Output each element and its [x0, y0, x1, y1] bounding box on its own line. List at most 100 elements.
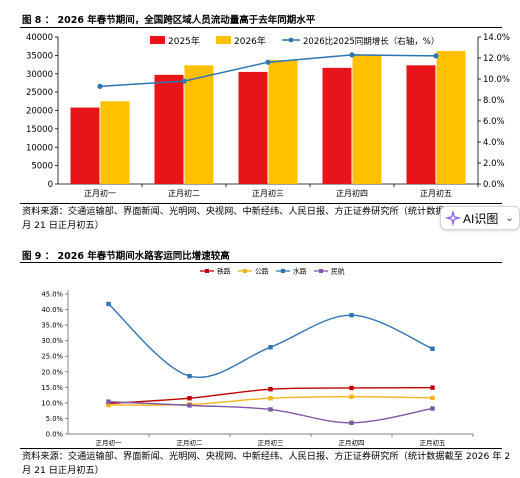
figure1-title: 图 8 ： 2026 年春节期间，全国跨区域人员流动量高于去年同期水平 [22, 15, 316, 26]
point-水路 [349, 312, 354, 318]
point-民航 [349, 420, 354, 425]
ai-button-label: AI识图 [463, 211, 499, 226]
point-民航 [187, 403, 192, 408]
growth-point [265, 59, 271, 65]
point-水路 [430, 346, 435, 351]
legend-swatch-marker [281, 269, 285, 273]
point-公路 [268, 396, 273, 401]
point-铁路 [349, 385, 354, 391]
point-水路 [106, 301, 111, 307]
legend-label: 公路 [255, 267, 269, 276]
figure1-title-rule [20, 27, 502, 28]
point-民航 [430, 406, 435, 411]
growth-point [181, 78, 187, 84]
chart-mode-yoy-growth: 0.0% 5.0% 10.0% 15.0% 20.0% 25.0% 30.0% 35.0% 40… [41, 267, 474, 447]
growth-point [97, 83, 103, 89]
y2-tick-label: 10.0% [483, 75, 510, 85]
bar-2025年 [70, 107, 100, 184]
legend-swatch-marker [205, 269, 209, 273]
ai-sparkle-icon [444, 209, 462, 227]
bar-2026年 [436, 50, 466, 185]
y-tick-label: 5000 [31, 162, 53, 172]
y2-tick-label: 6.0% [483, 117, 505, 127]
x-tick-label: 正月初三 [252, 188, 284, 198]
bar-2025年 [238, 71, 268, 184]
bar-2025年 [322, 67, 352, 184]
bar-2026年 [352, 54, 382, 184]
y-tick-label: 25000 [26, 88, 53, 98]
y-tick-label: 5.0% [46, 415, 64, 423]
bar-2026年 [100, 101, 130, 184]
y-tick-label: 0 [48, 180, 53, 190]
x-tick-label: 正月初三 [258, 438, 285, 447]
x-tick-label: 正月初五 [420, 188, 452, 198]
y2-tick-label: 8.0% [483, 96, 505, 106]
legend-label: 水路 [293, 267, 307, 276]
bar-2026年 [268, 60, 298, 185]
figure2-source: 资料来源：交通运输部、界面新闻、光明网、央视网、中新经纬、人民日报、方正证券研究… [22, 451, 511, 476]
y2-tick-label: 0.0% [483, 180, 505, 190]
growth-point [433, 53, 439, 59]
x-tick-label: 正月初二 [168, 188, 200, 198]
y-tick-label: 10000 [26, 143, 53, 153]
point-铁路 [187, 396, 192, 401]
y2-tick-label: 4.0% [483, 138, 505, 148]
x-tick-label: 正月初五 [420, 438, 447, 447]
y-tick-label: 20000 [26, 107, 53, 117]
point-水路 [268, 345, 273, 350]
y-tick-label: 45.0% [41, 291, 63, 299]
bar-2026年 [184, 65, 214, 184]
y-tick-label: 40000 [26, 33, 53, 43]
y-tick-label: 15.0% [41, 384, 63, 392]
line-growth-series [99, 54, 437, 88]
x-tick-label: 正月初四 [339, 438, 365, 447]
legend-swatch-marker [288, 37, 294, 43]
legend-label: 2025年 [168, 35, 200, 47]
ai-image-recognition-button[interactable]: AI识图 ⌄ [440, 206, 520, 230]
y-tick-label: 25.0% [41, 353, 63, 361]
legend-swatch-marker [319, 269, 323, 273]
chevron-down-icon: ⌄ [505, 212, 514, 224]
x-tick-label: 正月初一 [96, 438, 123, 447]
y-tick-label: 10.0% [41, 399, 63, 407]
point-公路 [106, 402, 111, 408]
point-民航 [106, 399, 111, 404]
y-tick-label: 20.0% [41, 368, 63, 376]
figure2-source-rule [20, 448, 502, 449]
x-tick-label: 正月初二 [177, 438, 204, 447]
y2-tick-label: 14.0% [483, 33, 510, 43]
x-tick-label: 正月初一 [84, 188, 116, 198]
legend-swatch-marker [243, 269, 247, 273]
y-tick-label: 35.0% [41, 322, 63, 330]
chart-cross-region-flow: 0 5000 10000 15000 20000 25000 30000 35000 40000… [26, 33, 510, 198]
y-tick-label: 30000 [26, 70, 53, 80]
point-公路 [430, 395, 435, 401]
y2-tick-label: 2.0% [483, 159, 505, 169]
figure1-source-rule [20, 203, 502, 204]
y-tick-label: 0.0% [46, 431, 64, 439]
y-tick-label: 30.0% [41, 337, 63, 345]
line-series-水路 [108, 303, 433, 379]
legend-label: 2026比2025同期增长（右轴，%） [303, 36, 439, 47]
legend-swatch-2025年 [150, 36, 165, 44]
point-铁路 [430, 385, 435, 390]
point-水路 [187, 373, 192, 379]
x-tick-label: 正月初四 [336, 188, 368, 198]
y-tick-label: 15000 [26, 125, 53, 135]
figure2-title: 图 9 ： 2026 年春节期间水路客运同比增速较高 [22, 251, 230, 262]
bar-2025年 [406, 65, 436, 184]
figure2-title-rule [20, 262, 502, 263]
point-铁路 [268, 387, 273, 392]
y-tick-label: 40.0% [41, 306, 63, 314]
legend-label: 铁路 [217, 267, 231, 276]
figure1-source: 资料来源：交通运输部、界面新闻、光明网、央视网、中新经纬、人民日报、方正证券研究… [22, 206, 511, 231]
legend-label: 民航 [331, 267, 345, 276]
legend-swatch-2026年 [216, 36, 231, 44]
y2-tick-label: 12.0% [483, 54, 510, 64]
point-公路 [349, 394, 354, 399]
y-tick-label: 35000 [26, 51, 53, 61]
point-民航 [268, 407, 273, 412]
legend-label: 2026年 [234, 35, 266, 47]
bar-2025年 [154, 74, 184, 184]
growth-point [349, 52, 355, 58]
